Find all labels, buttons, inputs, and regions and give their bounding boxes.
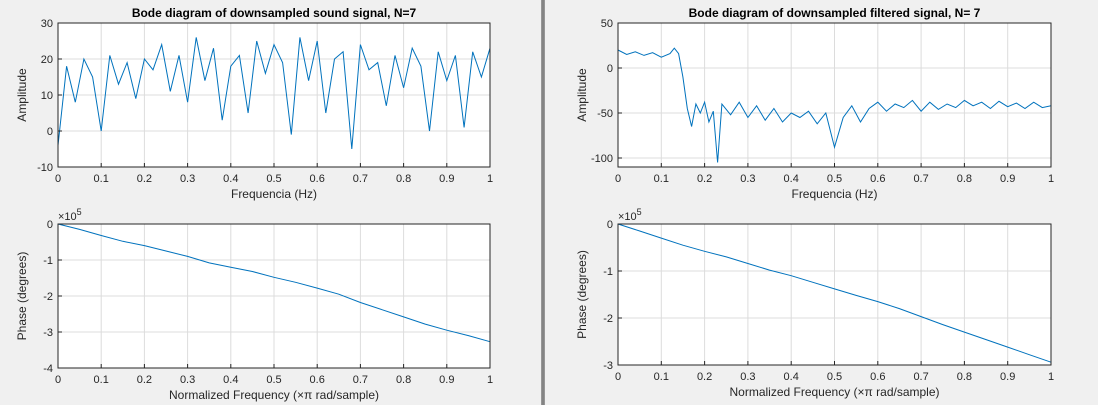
left-magnitude-xtick-label: 0.7 — [353, 173, 368, 185]
left-phase-xtick-label: 0.1 — [94, 374, 109, 386]
left-phase-ytick-label: -1 — [43, 255, 53, 267]
right-magnitude-xtick-label: 0.5 — [827, 173, 842, 185]
left-phase-series-line — [57, 223, 491, 343]
left-phase-exponent-power: 5 — [77, 207, 82, 217]
right-phase-exponent-label: ×105 — [618, 207, 642, 223]
right-magnitude-xtick-label: 0.3 — [740, 173, 755, 185]
left-magnitude-xtick-label: 0.8 — [396, 173, 411, 185]
left-figure-panel: 0 0.1 0.2 0.3 0.4 0.5 0.6 0.7 0.8 0.9 1 -10 0 10 20 30 B… — [0, 0, 541, 405]
left-phase-xtick-label: 0.8 — [396, 374, 411, 386]
left-phase-xtick-label: 0.9 — [439, 374, 454, 386]
right-magnitude-ytick-label: -100 — [591, 153, 613, 165]
right-magnitude-xtick-label: 0.1 — [654, 173, 669, 185]
left-magnitude-ytick-label: 10 — [41, 90, 53, 102]
right-phase-xtick-label: 0.4 — [784, 371, 799, 383]
right-phase-xtick-label: 0.6 — [870, 371, 885, 383]
right-phase-xtick-label: 0.2 — [697, 371, 712, 383]
left-magnitude-xtick-label: 1 — [487, 173, 493, 185]
panel-divider[interactable] — [541, 0, 545, 405]
left-magnitude-xtick-label: 0.3 — [180, 173, 195, 185]
left-phase-xtick-label: 0.2 — [137, 374, 152, 386]
left-magnitude-plot: 0 0.1 0.2 0.3 0.4 0.5 0.6 0.7 0.8 0.9 1-100102030B… — [15, 6, 493, 201]
left-magnitude-title: Bode diagram of downsampled sound signal… — [132, 6, 417, 20]
right-magnitude-xtick-label: 0.9 — [1000, 173, 1015, 185]
left-phase-ylabel: Phase (degrees) — [15, 252, 29, 341]
left-phase-xtick-label: 0 — [55, 374, 61, 386]
right-magnitude-xtick-label: 0.4 — [784, 173, 799, 185]
right-figure-panel: 0 0.1 0.2 0.3 0.4 0.5 0.6 0.7 0.8 0.9 1 -100 -50 0 50 B… — [545, 0, 1098, 405]
right-phase-ytick-label: -2 — [603, 313, 613, 325]
right-magnitude-plot: 0 0.1 0.2 0.3 0.4 0.5 0.6 0.7 0.8 0.9 1 -100 -50 0 50 B… — [575, 6, 1054, 201]
left-magnitude-xtick-label: 0 — [55, 173, 61, 185]
right-magnitude-ytick-label: 0 — [607, 63, 613, 75]
right-phase-exponent-power: 5 — [637, 207, 642, 217]
right-phase-xtick-label: 0.3 — [740, 371, 755, 383]
left-phase-ytick-label: -3 — [43, 327, 53, 339]
left-magnitude-ytick-label: -10 — [37, 162, 53, 174]
left-phase-exponent-label: ×105 — [58, 207, 82, 223]
left-phase-xtick-label: 0.3 — [180, 374, 195, 386]
left-phase-ytick-label: -4 — [43, 363, 53, 375]
left-magnitude-xtick-label: 0.5 — [266, 173, 281, 185]
right-phase-ylabel: Phase (degrees) — [575, 250, 589, 339]
left-phase-xtick-label: 0.6 — [310, 374, 325, 386]
right-magnitude-title: Bode diagram of downsampled filtered sig… — [689, 6, 981, 20]
right-figure-canvas: 0 0.1 0.2 0.3 0.4 0.5 0.6 0.7 0.8 0.9 1-100-50050B… — [575, 6, 1054, 399]
left-figure-canvas: 0 0.1 0.2 0.3 0.4 0.5 0.6 0.7 0.8 0.9 1-100102030B… — [15, 6, 493, 402]
right-magnitude-series-line — [617, 47, 1052, 163]
left-phase-xlabel: Normalized Frequency (×π rad/sample) — [169, 388, 379, 402]
left-magnitude-xtick-label: 0.1 — [94, 173, 109, 185]
right-magnitude-ylabel: Amplitude — [575, 68, 589, 122]
right-magnitude-xtick-label: 0 — [615, 173, 621, 185]
left-magnitude-xtick-label: 0.2 — [137, 173, 152, 185]
left-magnitude-xtick-label: 0.6 — [310, 173, 325, 185]
left-phase-xtick-label: 0.7 — [353, 374, 368, 386]
right-phase-ytick-label: 0 — [607, 219, 613, 231]
right-magnitude-ytick-label: 50 — [601, 18, 613, 30]
left-magnitude-ytick-label: 20 — [41, 54, 53, 66]
left-magnitude-ytick-label: 0 — [47, 126, 53, 138]
right-phase-series-line — [617, 223, 1052, 363]
right-phase-xtick-label: 0.7 — [913, 371, 928, 383]
left-phase-xtick-label: 0.5 — [266, 374, 281, 386]
right-phase-xtick-label: 0.1 — [654, 371, 669, 383]
left-phase-xtick-label: 0.4 — [223, 374, 238, 386]
right-magnitude-xlabel: Frequencia (Hz) — [791, 187, 877, 201]
left-magnitude-xtick-label: 0.9 — [439, 173, 454, 185]
right-phase-ytick-label: -1 — [603, 266, 613, 278]
left-phase-ytick-label: -2 — [43, 291, 53, 303]
right-phase-xtick-label: 0 — [615, 371, 621, 383]
right-magnitude-xtick-label: 0.7 — [913, 173, 928, 185]
right-phase-xtick-label: 0.5 — [827, 371, 842, 383]
left-phase-xtick-label: 1 — [487, 374, 493, 386]
right-phase-plot: 0 0.1 0.2 0.3 0.4 0.5 0.6 0.7 0.8 0.9 1 -3 -2 -1 0 Norm… — [575, 207, 1054, 399]
left-magnitude-xtick-label: 0.4 — [223, 173, 238, 185]
left-magnitude-ytick-label: 30 — [41, 18, 53, 30]
right-phase-xlabel: Normalized Frequency (×π rad/sample) — [729, 385, 939, 399]
right-phase-xtick-label: 0.9 — [1000, 371, 1015, 383]
left-magnitude-xlabel: Frequencia (Hz) — [231, 187, 317, 201]
right-phase-xtick-label: 0.8 — [957, 371, 972, 383]
left-magnitude-series-line — [57, 37, 491, 150]
right-magnitude-xtick-label: 0.6 — [870, 173, 885, 185]
right-phase-ytick-label: -3 — [603, 360, 613, 372]
left-phase-ytick-label: 0 — [47, 219, 53, 231]
right-magnitude-xtick-label: 0.2 — [697, 173, 712, 185]
right-magnitude-xtick-label: 0.8 — [957, 173, 972, 185]
right-magnitude-xtick-label: 1 — [1048, 173, 1054, 185]
left-phase-plot: 0 0.1 0.2 0.3 0.4 0.5 0.6 0.7 0.8 0.9 1 -4 -3 -2 -1 0 No… — [15, 207, 493, 402]
right-phase-xtick-label: 1 — [1048, 371, 1054, 383]
left-magnitude-ylabel: Amplitude — [15, 68, 29, 122]
right-magnitude-ytick-label: -50 — [597, 108, 613, 120]
